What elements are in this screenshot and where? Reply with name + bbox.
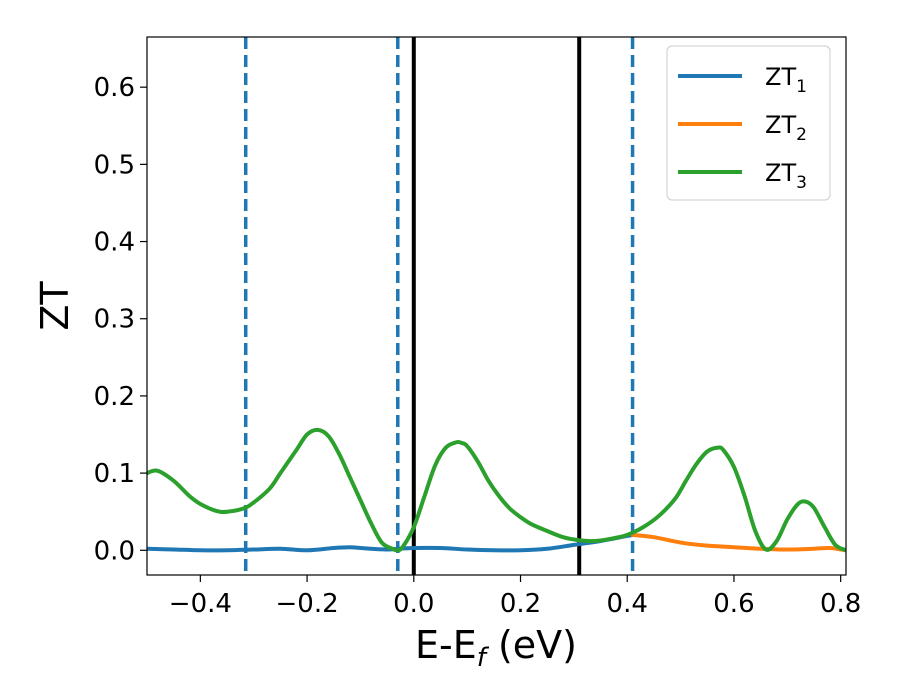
y-tick-label: 0.0 [94,536,135,566]
series-line-zt3 [147,427,846,553]
x-axis-label-main: E-E [415,623,477,667]
legend-label-zt1: ZT1 [765,63,807,97]
y-tick-label: 0.3 [94,305,135,335]
x-tick-label: 0.2 [500,589,541,619]
x-axis: −0.4 −0.2 0.0 0.2 0.4 0.6 0.8 [169,575,861,619]
x-axis-label-unit: (eV) [486,623,577,667]
series-line-zt2 [630,532,846,553]
y-tick-label: 0.5 [94,150,135,180]
legend: ZT1 ZT2 ZT3 [666,45,831,201]
x-tick-label: 0.0 [393,589,434,619]
legend-box [666,45,831,201]
vertical-lines [243,37,635,575]
x-tick-label: 0.8 [820,589,861,619]
y-tick-label: 0.6 [94,73,135,103]
series-layer [147,427,846,553]
plot-frame [146,36,847,576]
x-axis-label: E-Ef (eV) [415,623,577,673]
y-tick-label: 0.4 [94,228,135,258]
x-tick-label: −0.4 [169,589,232,619]
y-tick-label: 0.1 [94,459,135,489]
y-axis: 0.0 0.1 0.2 0.3 0.4 0.5 0.6 [94,73,147,566]
legend-label-zt3: ZT3 [765,159,807,193]
y-tick-label: 0.2 [94,382,135,412]
series-line-zt1 [147,532,635,553]
x-tick-label: 0.6 [713,589,754,619]
x-tick-label: −0.2 [276,589,339,619]
y-axis-label: ZT [33,281,77,331]
plot-area [146,36,847,576]
x-tick-label: 0.4 [607,589,648,619]
legend-label-zt2: ZT2 [765,111,807,145]
